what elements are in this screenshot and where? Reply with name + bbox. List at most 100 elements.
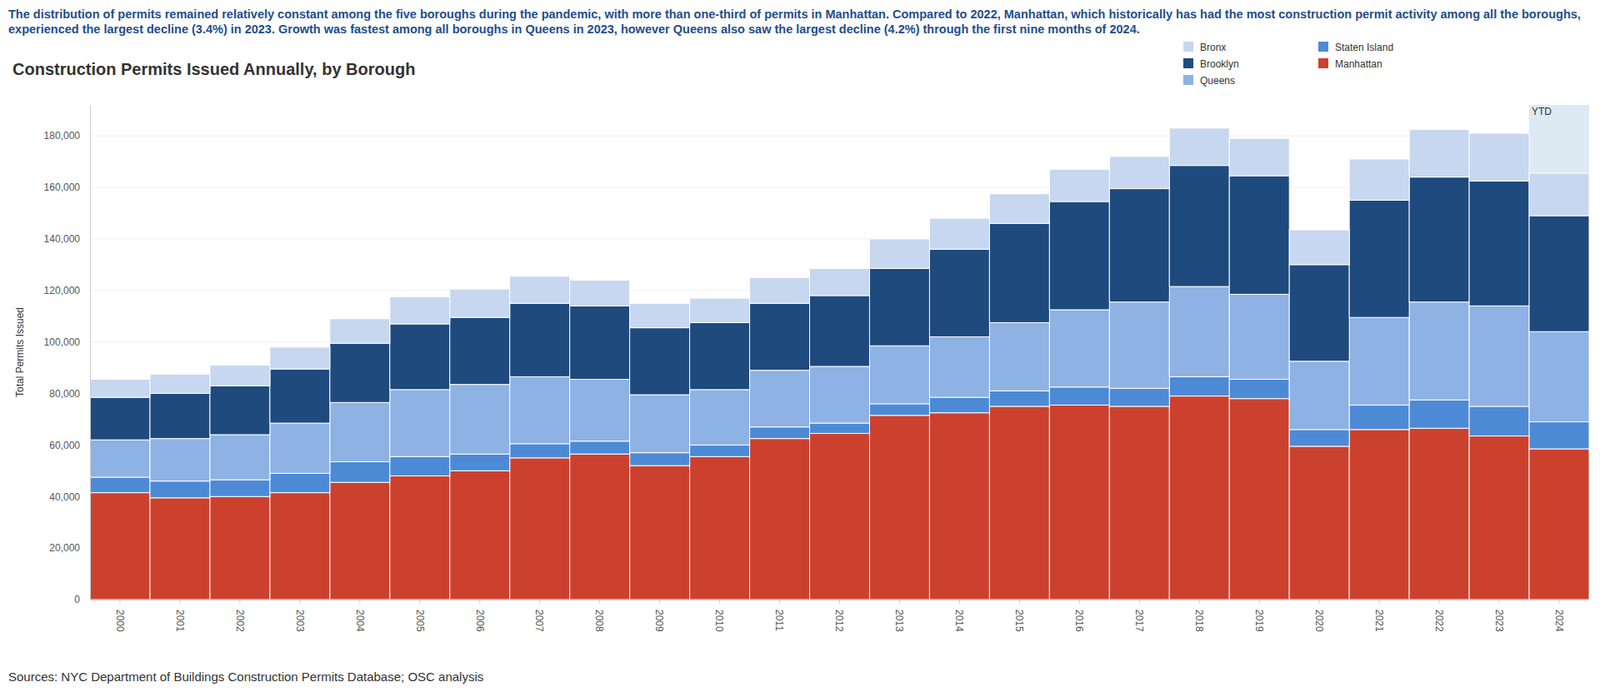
bar	[510, 276, 570, 304]
legend-label: Staten Island	[1335, 41, 1394, 54]
bar	[150, 374, 210, 394]
bar	[270, 369, 330, 424]
x-tick-label: 2018	[1193, 610, 1205, 633]
x-tick: 2018	[1193, 600, 1205, 633]
x-tick: 2020	[1313, 600, 1325, 633]
bar	[1229, 294, 1290, 380]
x-tick: 2002	[234, 600, 246, 633]
ytd-band	[1529, 105, 1590, 600]
bar	[810, 433, 870, 600]
bar	[390, 324, 450, 390]
bar	[90, 397, 150, 440]
x-tick: 2019	[1253, 600, 1265, 633]
x-tick: 2017	[1133, 600, 1145, 633]
y-tick-label: 0	[74, 594, 80, 606]
y-axis-title: Total Permits Issued	[14, 307, 26, 398]
x-tick-mark	[239, 600, 240, 605]
legend-label: Manhattan	[1335, 58, 1383, 70]
bar	[1229, 379, 1290, 399]
bar	[1049, 310, 1110, 388]
bar	[630, 395, 690, 454]
y-tick-label: 80,000	[49, 388, 80, 400]
bar	[270, 347, 330, 370]
bar	[1469, 406, 1530, 437]
bar	[450, 289, 510, 318]
grid-line	[90, 135, 1590, 137]
x-tick-mark	[1259, 600, 1260, 605]
bar	[989, 406, 1050, 600]
bar	[989, 390, 1050, 407]
bar	[570, 441, 630, 455]
x-tick-mark	[539, 600, 540, 605]
bar	[690, 445, 750, 457]
bar	[90, 477, 150, 494]
y-tick-label: 20,000	[49, 542, 80, 555]
x-tick-mark	[1199, 600, 1200, 605]
bar	[1289, 446, 1350, 600]
bar	[1109, 406, 1170, 600]
x-tick-label: 2005	[414, 610, 426, 633]
x-tick: 2024	[1553, 600, 1565, 633]
bar	[1109, 302, 1170, 390]
bar	[869, 268, 930, 346]
x-tick-label: 2024	[1553, 610, 1565, 633]
x-tick-mark	[179, 600, 180, 605]
y-tick-label: 40,000	[49, 491, 80, 504]
y-tick-label: 60,000	[49, 440, 80, 452]
chart: Construction Permits Issued Annually, by…	[0, 0, 1600, 692]
legend-swatch	[1318, 58, 1329, 69]
grid	[90, 135, 1590, 600]
bar	[1349, 159, 1410, 201]
bar	[690, 390, 750, 446]
x-tick: 2006	[474, 600, 486, 633]
x-tick-label: 2008	[593, 610, 605, 633]
legend-swatch	[1183, 75, 1194, 85]
x-tick-label: 2006	[474, 610, 486, 633]
bar	[150, 439, 210, 482]
bar	[929, 249, 990, 337]
bar	[1229, 399, 1290, 600]
x-tick-mark	[839, 600, 840, 605]
x-tick-mark	[1559, 600, 1560, 605]
bar	[330, 461, 390, 483]
bar	[150, 394, 210, 440]
x-tick-mark	[779, 600, 780, 605]
x-tick-mark	[1439, 600, 1440, 605]
bar	[750, 439, 810, 600]
title: Construction Permits Issued Annually, by…	[12, 60, 415, 79]
bar	[690, 456, 750, 600]
x-tick-label: 2014	[953, 610, 965, 633]
bar	[810, 295, 870, 367]
x-tick-label: 2016	[1073, 610, 1085, 633]
legend-item: Queens	[1183, 75, 1235, 87]
bar	[1529, 173, 1590, 216]
bar	[1349, 430, 1410, 600]
bar	[750, 277, 810, 304]
bar	[390, 476, 450, 601]
x-tick-mark	[1319, 600, 1320, 605]
bar	[1109, 156, 1170, 190]
x-tick-mark	[1499, 600, 1500, 605]
x-tick-label: 2000	[114, 610, 126, 633]
bar	[510, 458, 570, 600]
bar	[270, 493, 330, 600]
x-tick-label: 2020	[1313, 610, 1325, 633]
bar	[390, 456, 450, 476]
y-axis-line	[90, 105, 91, 601]
y-tick-label: 180,000	[44, 130, 81, 142]
legend-item: Brooklyn	[1183, 58, 1240, 70]
x-tick-mark	[119, 600, 120, 605]
bar	[1289, 230, 1350, 265]
x-tick-label: 2022	[1433, 610, 1445, 633]
bar	[510, 444, 570, 459]
bar	[1469, 305, 1530, 407]
bar	[1049, 201, 1110, 310]
legend-swatch	[1183, 58, 1194, 69]
x-tick: 2014	[953, 600, 965, 633]
x-tick-mark	[479, 600, 480, 605]
y-tick: 80,000	[49, 388, 90, 400]
x-tick-label: 2021	[1373, 610, 1385, 633]
x-tick-mark	[1019, 600, 1020, 605]
bar	[1289, 430, 1350, 447]
x-tick-label: 2023	[1493, 610, 1505, 633]
